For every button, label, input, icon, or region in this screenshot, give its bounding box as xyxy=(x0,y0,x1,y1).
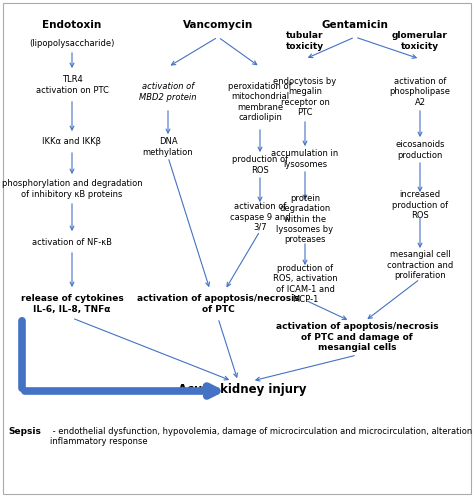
Text: Gentamicin: Gentamicin xyxy=(321,20,388,30)
Text: production of
ROS: production of ROS xyxy=(232,155,288,175)
Text: - endothelial dysfunction, hypovolemia, damage of microcirculation and microcirc: - endothelial dysfunction, hypovolemia, … xyxy=(50,427,474,446)
Text: activation of NF-κB: activation of NF-κB xyxy=(32,238,112,247)
Text: increased
production of
ROS: increased production of ROS xyxy=(392,190,448,220)
Text: phosphorylation and degradation
of inhibitory κB proteins: phosphorylation and degradation of inhib… xyxy=(2,179,142,199)
Text: Endotoxin: Endotoxin xyxy=(42,20,101,30)
Text: production of
ROS, activation
of ICAM-1 and
MCP-1: production of ROS, activation of ICAM-1 … xyxy=(273,264,337,304)
Text: Acute kidney injury: Acute kidney injury xyxy=(178,383,306,396)
Text: peroxidation of
mitochondrial
membrane
cardiolipin: peroxidation of mitochondrial membrane c… xyxy=(228,82,292,122)
Text: Vancomycin: Vancomycin xyxy=(183,20,253,30)
Text: activation of
caspase 9 and
3/7: activation of caspase 9 and 3/7 xyxy=(230,202,290,232)
Text: accumulation in
lysosomes: accumulation in lysosomes xyxy=(272,149,338,168)
Text: (lipopolysaccharide): (lipopolysaccharide) xyxy=(29,38,115,48)
Text: activation of apoptosis/necrosis
of PTC and damage of
mesangial cells: activation of apoptosis/necrosis of PTC … xyxy=(276,322,438,352)
Text: TLR4
activation on PTC: TLR4 activation on PTC xyxy=(36,76,109,95)
Text: activation of
​MBD2​ protein: activation of ​MBD2​ protein xyxy=(139,83,197,102)
Text: DNA
methylation: DNA methylation xyxy=(143,137,193,157)
Text: mesangial cell
contraction and
proliferation: mesangial cell contraction and prolifera… xyxy=(387,250,453,280)
Text: eicosanoids
production: eicosanoids production xyxy=(395,140,445,160)
Text: IKKα and IKKβ: IKKα and IKKβ xyxy=(43,138,101,147)
Text: protein
degradation
within the
lysosomes by
proteases: protein degradation within the lysosomes… xyxy=(276,194,334,245)
Text: activation of
phospholipase
A2: activation of phospholipase A2 xyxy=(390,77,450,107)
Text: endocytosis by
megalin
receptor on
PTC: endocytosis by megalin receptor on PTC xyxy=(273,77,337,117)
Text: release of cytokines
IL-6, IL-8, TNFα: release of cytokines IL-6, IL-8, TNFα xyxy=(21,294,123,314)
Text: activation of apoptosis/necrosis
of PTC: activation of apoptosis/necrosis of PTC xyxy=(137,294,299,314)
Text: glomerular
toxicity: glomerular toxicity xyxy=(392,31,448,51)
Text: Sepsis: Sepsis xyxy=(8,427,41,436)
Text: tubular
toxicity: tubular toxicity xyxy=(286,31,324,51)
